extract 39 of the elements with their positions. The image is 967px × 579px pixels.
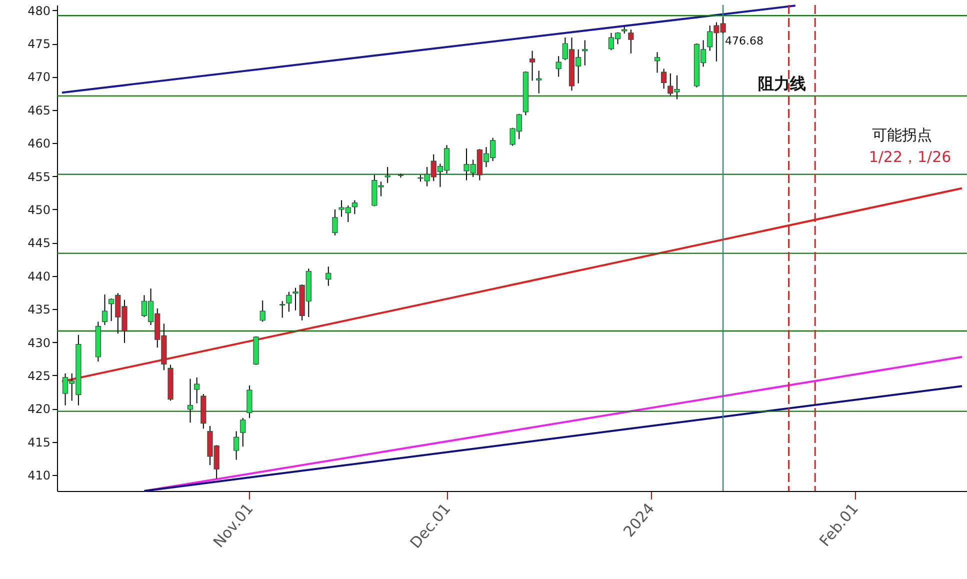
candlestick — [556, 56, 562, 78]
candlestick — [661, 68, 667, 90]
annotation: 1/22，1/26 — [868, 148, 952, 166]
candlestick — [332, 208, 338, 236]
candlestick — [536, 70, 542, 94]
annotation: 可能拐点 — [872, 126, 932, 144]
y-tick-label: 440 — [28, 269, 50, 284]
y-tick-label: 450 — [28, 202, 50, 217]
y-tick-label: 435 — [28, 302, 50, 317]
candlestick — [582, 40, 588, 66]
candlestick — [326, 266, 332, 286]
annotation: 476.68 — [725, 34, 764, 48]
candlestick — [246, 384, 252, 418]
candlestick — [280, 300, 286, 318]
y-tick-label: 460 — [28, 136, 50, 151]
y-tick-label: 430 — [28, 336, 50, 350]
candlestick — [628, 29, 634, 54]
y-tick-label: 455 — [28, 170, 50, 184]
y-tick-label: 425 — [28, 368, 50, 383]
candlestick — [234, 430, 240, 460]
y-tick-label: 445 — [28, 236, 50, 250]
candlestick — [654, 52, 660, 74]
y-tick-label: 470 — [28, 70, 50, 84]
candlestick — [352, 200, 358, 215]
y-tick-label: 465 — [28, 103, 50, 118]
candlestick — [286, 291, 292, 312]
candlestick — [240, 417, 246, 448]
y-tick-label: 475 — [28, 37, 50, 52]
candlestick — [102, 294, 108, 326]
candlestick — [529, 50, 536, 82]
y-tick-label: 415 — [28, 435, 50, 450]
y-tick-label: 420 — [28, 402, 50, 416]
annotation: 阻力线 — [758, 74, 806, 93]
candlestick — [194, 376, 200, 404]
candlestick — [260, 300, 266, 322]
candlestick — [384, 166, 390, 184]
y-tick-label: 480 — [28, 4, 50, 18]
candlestick — [187, 378, 194, 424]
y-tick-label: 410 — [28, 468, 50, 483]
